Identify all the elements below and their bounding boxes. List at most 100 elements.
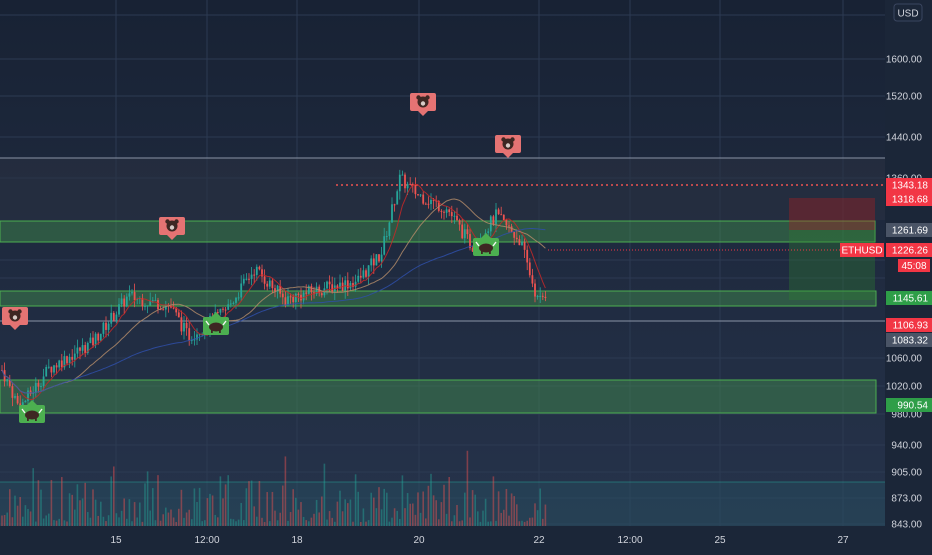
volume-bar	[417, 492, 419, 526]
candle-body	[409, 183, 412, 185]
candle-body	[58, 360, 61, 368]
candle-body	[326, 281, 328, 289]
time-tick-label: 18	[291, 535, 303, 546]
candle-body	[528, 262, 531, 276]
volume-bar	[287, 520, 289, 526]
candle-body	[14, 395, 16, 398]
price-tick-label: 1020.00	[886, 382, 923, 393]
volume-bar	[487, 521, 489, 526]
bear-icon	[8, 309, 22, 322]
volume-bar	[204, 520, 206, 526]
signal-markers[interactable]	[2, 93, 521, 423]
volume-bar	[214, 514, 216, 526]
volume-bar	[188, 509, 190, 526]
bear-signal-marker[interactable]	[495, 135, 521, 158]
volume-bar	[27, 508, 29, 526]
volume-bar	[269, 521, 271, 526]
candle-body	[508, 225, 510, 227]
candle-body	[172, 307, 175, 309]
price-level-tag: 1106.93	[886, 318, 932, 332]
candle-body	[357, 275, 360, 282]
volume-bar	[58, 518, 60, 526]
price-tick-label: 1520.00	[886, 92, 923, 103]
candle-body	[34, 382, 37, 393]
currency-button[interactable]: USD	[893, 3, 923, 22]
volume-bar	[266, 492, 268, 526]
candle-body	[380, 254, 383, 262]
volume-bar	[529, 517, 531, 526]
volume-bar	[414, 514, 417, 526]
candle-body	[216, 312, 219, 314]
volume-bar	[445, 513, 448, 526]
price-level-tag: 1083.32	[886, 333, 932, 347]
bull-signal-marker[interactable]	[473, 233, 499, 256]
candle-body	[463, 229, 466, 239]
volume-bar	[456, 504, 458, 526]
candle-body	[177, 312, 180, 318]
candle-body	[66, 356, 68, 364]
candle-body	[63, 356, 66, 368]
time-tick-label: 25	[714, 535, 726, 546]
candle-body	[497, 209, 500, 215]
bear-signal-marker[interactable]	[159, 217, 185, 240]
candle-body	[55, 365, 58, 368]
candle-body	[188, 328, 191, 341]
bear-icon	[416, 95, 430, 108]
volume-bar	[219, 476, 222, 526]
bear-signal-marker[interactable]	[410, 93, 436, 116]
candle-body	[255, 266, 258, 275]
candle-body	[450, 212, 453, 217]
volume-bar	[336, 501, 339, 526]
price-level-tag: 1145.61	[886, 291, 932, 305]
volume-bar	[152, 488, 154, 526]
volume-bar	[367, 520, 370, 526]
candle-body	[505, 220, 508, 226]
bear-signal-marker[interactable]	[2, 307, 28, 330]
candle-body	[440, 210, 443, 212]
volume-bar	[76, 484, 79, 526]
candle-body	[242, 278, 245, 284]
volume-bar	[393, 508, 396, 526]
volume-bar	[375, 508, 378, 526]
take-profit-box	[789, 230, 875, 300]
candle-body	[307, 286, 310, 294]
price-tick-label: 843.00	[891, 520, 922, 531]
candle-body	[518, 239, 521, 246]
bull-signal-marker[interactable]	[19, 400, 45, 423]
volume-bar	[300, 502, 302, 526]
candle-body	[448, 209, 451, 213]
volume-bar	[438, 519, 440, 526]
volume-bar	[469, 517, 471, 526]
volume-bar	[404, 508, 406, 526]
volume-bar	[89, 517, 92, 526]
candle-body	[222, 308, 224, 310]
candle-body	[250, 274, 253, 279]
volume-bar	[357, 491, 359, 526]
volume-bar	[477, 511, 479, 526]
volume-bar	[271, 491, 274, 526]
volume-bar	[349, 499, 352, 526]
volume-bar	[295, 497, 297, 526]
candle-body	[180, 317, 183, 332]
volume-bar	[289, 512, 292, 526]
candle-body	[131, 292, 133, 294]
candle-body	[151, 300, 154, 302]
candle-body	[388, 222, 391, 237]
bull-signal-marker[interactable]	[203, 312, 229, 335]
time-axis[interactable]: 15 12:00 18 20 22 12:00 25 27	[110, 535, 849, 546]
candle-body	[258, 266, 261, 270]
candle-body	[71, 356, 74, 360]
candle-body	[107, 323, 110, 330]
candle-body	[248, 278, 250, 280]
volume-bar	[81, 498, 84, 526]
volume-bar	[362, 508, 365, 526]
demand-zone-lower	[0, 379, 877, 414]
volume-bar	[373, 497, 375, 526]
chart-background	[0, 0, 885, 526]
volume-bar	[146, 471, 149, 526]
volume-bar	[323, 463, 326, 526]
candle-body	[40, 386, 42, 388]
volume-bar	[479, 521, 482, 526]
